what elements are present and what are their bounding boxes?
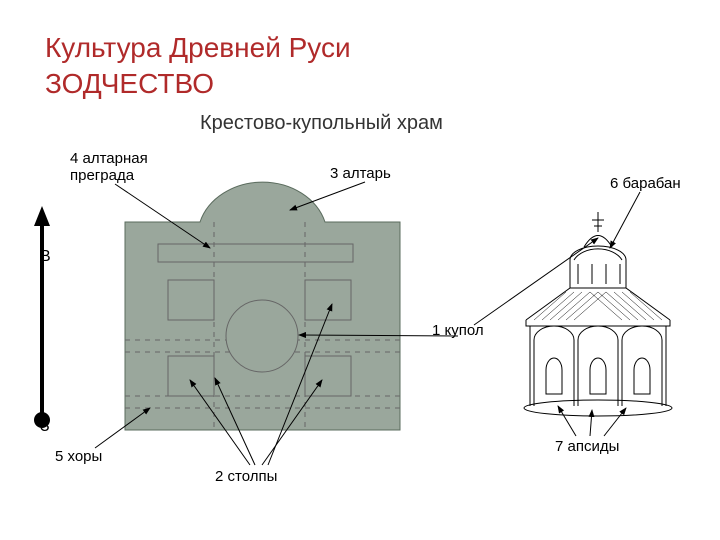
label-6-baraban: 6 барабан [610, 175, 681, 192]
compass-bottom-letter: З [40, 418, 50, 436]
compass-top-letter: В [40, 248, 51, 266]
label-7-apsidy: 7 апсиды [555, 438, 619, 455]
label-2-stolpy: 2 столпы [215, 468, 277, 485]
diagram-svg [0, 0, 720, 540]
slide: { "title": { "line1": "Культура Древней … [0, 0, 720, 540]
label-5-hory: 5 хоры [55, 448, 102, 465]
label-1-kupol: 1 купол [432, 322, 484, 339]
label-3-altar: 3 алтарь [330, 165, 391, 182]
label-4-altarnaya-pregrada: 4 алтарная преграда [70, 150, 148, 184]
